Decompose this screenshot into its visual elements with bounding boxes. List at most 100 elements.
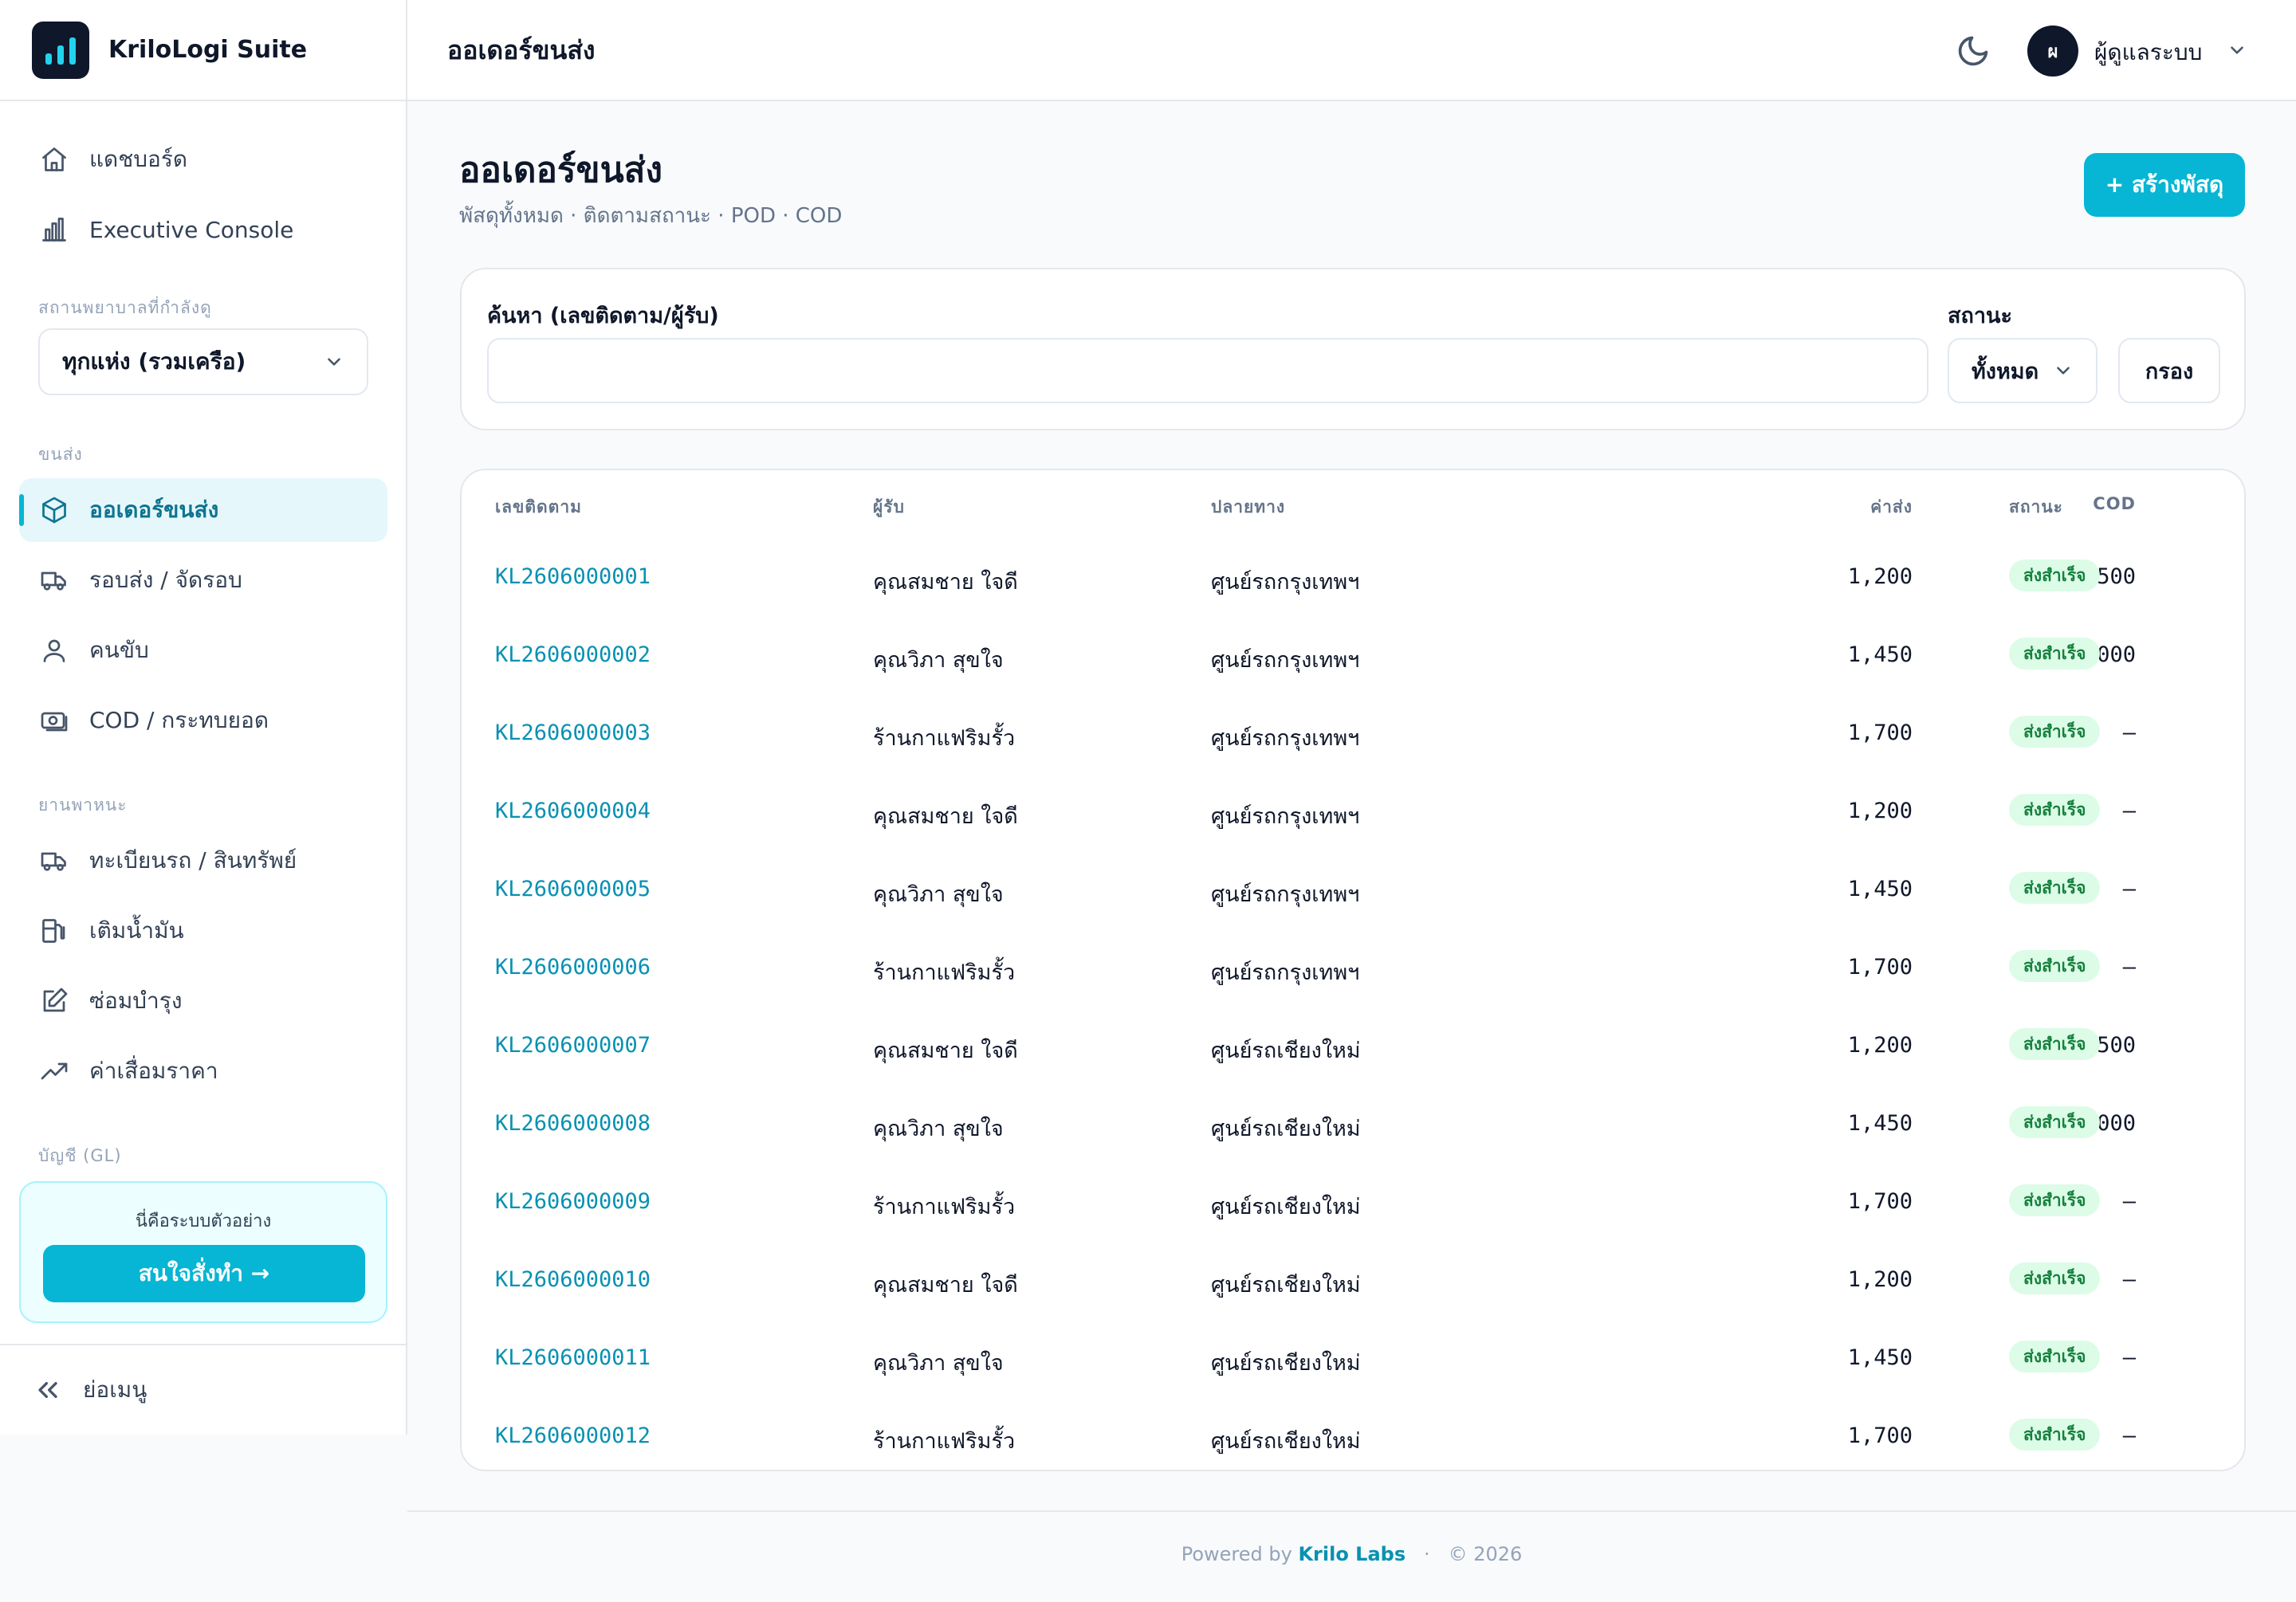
footer-company-link[interactable]: Krilo Labs <box>1298 1543 1406 1565</box>
destination-cell: ศูนย์รถกรุงเทพฯ <box>1211 726 1360 751</box>
table-row[interactable]: KL2606000001 คุณสมชาย ใจดี ศูนย์รถกรุงเทพฯ… <box>462 540 2244 618</box>
table-row[interactable]: KL2606000009 ร้านกาแฟริมรั้ว ศูนย์รถเชียงใ… <box>462 1165 2244 1243</box>
status-badge: ส่งสำเร็จ <box>2009 794 2101 826</box>
table-row[interactable]: KL2606000007 คุณสมชาย ใจดี ศูนย์รถเชียงใหม… <box>462 1009 2244 1087</box>
status-badge: ส่งสำเร็จ <box>2009 1341 2101 1372</box>
sidebar-item-vehicle-registry[interactable]: ทะเบียนรถ / สินทรัพย์ <box>19 829 387 893</box>
sidebar-item-executive-console[interactable]: Executive Console <box>19 198 387 261</box>
site-select-value: ทุกแห่ง (รวมเครือ) <box>62 348 246 375</box>
destination-cell: ศูนย์รถเชียงใหม่ <box>1211 1429 1361 1454</box>
recipient-cell: ร้านกาแฟริมรั้ว <box>873 1429 1016 1454</box>
recipient-cell: คุณวิภา สุขใจ <box>873 1351 1004 1376</box>
order-demo-button[interactable]: สนใจสั่งทำ → <box>43 1245 365 1302</box>
destination-cell: ศูนย์รถกรุงเทพฯ <box>1211 804 1360 829</box>
status-badge: ส่งสำเร็จ <box>2009 716 2101 748</box>
tracking-link[interactable]: KL2606000003 <box>495 721 651 745</box>
destination-cell: ศูนย์รถกรุงเทพฯ <box>1211 960 1360 985</box>
tracking-link[interactable]: KL2606000008 <box>495 1111 651 1136</box>
fee-cell: 1,200 <box>1847 1033 1913 1058</box>
chevrons-left-icon <box>38 1382 57 1398</box>
tracking-link[interactable]: KL2606000010 <box>495 1267 651 1292</box>
table-row[interactable]: KL2606000006 ร้านกาแฟริมรั้ว ศูนย์รถกรุงเท… <box>462 931 2244 1009</box>
tracking-link[interactable]: KL2606000011 <box>495 1345 651 1370</box>
status-badge: ส่งสำเร็จ <box>2009 1419 2101 1451</box>
sidebar: KriloLogi Suite แดชบอร์ด Executive Conso… <box>0 0 407 1435</box>
cod-cell: — <box>2122 1423 2136 1448</box>
table-row[interactable]: KL2606000011 คุณวิภา สุขใจ ศูนย์รถเชียงใหม… <box>462 1321 2244 1400</box>
cod-cell: — <box>2122 1189 2136 1214</box>
recipient-cell: ร้านกาแฟริมรั้ว <box>873 960 1016 985</box>
column-header-cod: COD <box>2093 494 2136 513</box>
sidebar-item-fuel[interactable]: เติมน้ำมัน <box>19 899 387 963</box>
topbar-title: ออเดอร์ขนส่ง <box>447 35 596 65</box>
user-name[interactable]: ผู้ดูแลระบบ <box>2094 39 2203 65</box>
footer-separator: · <box>1424 1543 1430 1565</box>
sidebar-item-label: คนขับ <box>89 637 149 663</box>
chevron-down-icon[interactable] <box>2227 40 2247 61</box>
sidebar-item-label: ทะเบียนรถ / สินทรัพย์ <box>89 847 297 874</box>
sidebar-item-cod[interactable]: COD / กระทบยอด <box>19 689 387 752</box>
filter-button[interactable]: กรอง <box>2118 338 2220 403</box>
sidebar-item-label: COD / กระทบยอด <box>89 707 269 733</box>
status-badge: ส่งสำเร็จ <box>2009 1028 2101 1060</box>
tracking-link[interactable]: KL2606000002 <box>495 642 651 667</box>
status-badge: ส่งสำเร็จ <box>2009 950 2101 982</box>
table-row[interactable]: KL2606000010 คุณสมชาย ใจดี ศูนย์รถเชียงใหม… <box>462 1243 2244 1321</box>
destination-cell: ศูนย์รถเชียงใหม่ <box>1211 1117 1361 1141</box>
collapse-menu-button[interactable]: ย่อเมนู <box>0 1344 406 1435</box>
search-label: ค้นหา (เลขติดตาม/ผู้รับ) <box>487 304 719 328</box>
orders-table: เลขติดตาม ผู้รับ ปลายทาง ค่าส่ง COD สถาน… <box>460 469 2246 1471</box>
sidebar-item-depreciation[interactable]: ค่าเสื่อมราคา <box>19 1039 387 1103</box>
table-row[interactable]: KL2606000002 คุณวิภา สุขใจ ศูนย์รถกรุงเทพฯ… <box>462 618 2244 697</box>
tracking-link[interactable]: KL2606000012 <box>495 1423 651 1448</box>
sidebar-item-maintenance[interactable]: ซ่อมบำรุง <box>19 969 387 1033</box>
brand[interactable]: KriloLogi Suite <box>0 0 406 101</box>
status-select[interactable]: ทั้งหมด <box>1948 338 2097 403</box>
table-row[interactable]: KL2606000012 ร้านกาแฟริมรั้ว ศูนย์รถเชียงใ… <box>462 1400 2244 1470</box>
sidebar-item-label: ค่าเสื่อมราคา <box>89 1058 218 1084</box>
cod-cell: — <box>2122 1345 2136 1370</box>
active-indicator <box>19 494 24 526</box>
page-subtitle: พัสดุทั้งหมด · ติดตามสถานะ · POD · COD <box>459 204 843 228</box>
fee-cell: 1,450 <box>1847 877 1913 901</box>
destination-cell: ศูนย์รถกรุงเทพฯ <box>1211 882 1360 907</box>
tracking-link[interactable]: KL2606000005 <box>495 877 651 901</box>
recipient-cell: คุณสมชาย ใจดี <box>873 1273 1018 1298</box>
tracking-link[interactable]: KL2606000001 <box>495 564 651 589</box>
fee-cell: 1,450 <box>1847 1345 1913 1370</box>
status-badge: ส่งสำเร็จ <box>2009 1184 2101 1216</box>
destination-cell: ศูนย์รถเชียงใหม่ <box>1211 1039 1361 1063</box>
search-input[interactable] <box>487 338 1928 403</box>
fee-cell: 1,200 <box>1847 1267 1913 1292</box>
tracking-link[interactable]: KL2606000009 <box>495 1189 651 1214</box>
brand-name: KriloLogi Suite <box>108 36 308 64</box>
sidebar-item-transport-orders[interactable]: ออเดอร์ขนส่ง <box>19 478 387 542</box>
vehicle-section-label: ยานพาหนะ <box>38 795 128 815</box>
recipient-cell: คุณวิภา สุขใจ <box>873 648 1004 673</box>
tracking-link[interactable]: KL2606000006 <box>495 955 651 980</box>
table-row[interactable]: KL2606000005 คุณวิภา สุขใจ ศูนย์รถกรุงเทพฯ… <box>462 853 2244 931</box>
sidebar-item-label: Executive Console <box>89 216 294 243</box>
tracking-link[interactable]: KL2606000007 <box>495 1033 651 1058</box>
cod-cell: — <box>2122 877 2136 901</box>
sidebar-item-dashboard[interactable]: แดชบอร์ด <box>19 128 387 191</box>
table-row[interactable]: KL2606000004 คุณสมชาย ใจดี ศูนย์รถกรุงเทพฯ… <box>462 775 2244 853</box>
avatar[interactable]: ผ <box>2027 26 2078 77</box>
site-select[interactable]: ทุกแห่ง (รวมเครือ) <box>38 328 368 395</box>
column-header-recipient: ผู้รับ <box>873 497 905 516</box>
table-row[interactable]: KL2606000008 คุณวิภา สุขใจ ศูนย์รถเชียงใหม… <box>462 1087 2244 1165</box>
package-icon <box>38 494 70 526</box>
recipient-cell: คุณสมชาย ใจดี <box>873 1039 1018 1063</box>
cod-cell: — <box>2122 1267 2136 1292</box>
tracking-link[interactable]: KL2606000004 <box>495 799 651 823</box>
recipient-cell: ร้านกาแฟริมรั้ว <box>873 726 1016 751</box>
recipient-cell: คุณสมชาย ใจดี <box>873 570 1018 595</box>
status-select-value: ทั้งหมด <box>1972 359 2039 384</box>
create-parcel-button[interactable]: + สร้างพัสดุ <box>2084 153 2245 217</box>
sidebar-item-delivery-rounds[interactable]: รอบส่ง / จัดรอบ <box>19 548 387 612</box>
moon-icon[interactable] <box>1956 33 1991 69</box>
edit-icon <box>38 985 70 1017</box>
table-row[interactable]: KL2606000003 ร้านกาแฟริมรั้ว ศูนย์รถกรุงเท… <box>462 697 2244 775</box>
sidebar-item-drivers[interactable]: คนขับ <box>19 618 387 682</box>
home-icon <box>38 143 70 175</box>
